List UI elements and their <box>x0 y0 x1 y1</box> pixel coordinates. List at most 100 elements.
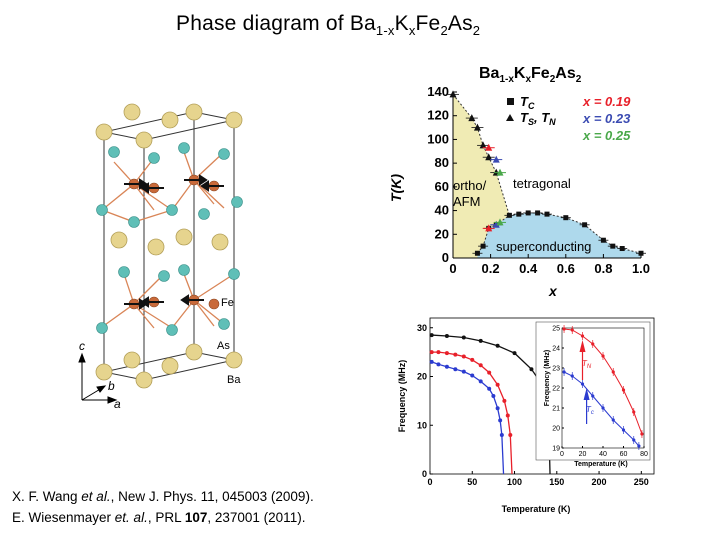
ts-tn-point <box>468 114 476 122</box>
frequency-y-tick-label: 20 <box>417 372 427 382</box>
inset-x-tick-label: 60 <box>620 451 628 458</box>
phase-x-tick-label: 0.6 <box>557 261 575 276</box>
frequency-ylabel: Frequency (MHz) <box>397 360 407 433</box>
inset-point <box>591 394 595 398</box>
phase-y-tick-label: 40 <box>435 203 449 218</box>
slide-title: Phase diagram of Ba1-xKxFe2As2 <box>176 12 481 39</box>
inset-point <box>601 406 605 410</box>
frequency-point <box>499 433 504 437</box>
inset-point <box>570 328 574 332</box>
frequency-point <box>461 354 466 359</box>
inset-point <box>562 370 566 374</box>
highlight-point <box>496 218 504 226</box>
frequency-x-tick-label: 50 <box>467 477 477 487</box>
frequency-point <box>470 357 475 362</box>
tc-arrowhead <box>583 388 590 400</box>
superconducting-region <box>477 212 641 258</box>
frequency-point <box>478 379 483 384</box>
inset-point <box>580 382 585 386</box>
frequency-point <box>529 367 534 372</box>
tc-point <box>516 211 522 217</box>
phase-data-marks <box>447 90 646 256</box>
highlight-point <box>496 168 504 176</box>
inset-x-tick-label: 40 <box>599 451 607 458</box>
tc-point <box>610 243 616 249</box>
tc-point <box>474 250 480 256</box>
inset-x-tick-label: 0 <box>560 451 564 458</box>
frequency-point <box>502 398 507 403</box>
inset-y-tick-label: 19 <box>552 446 560 453</box>
frequency-point <box>487 370 492 375</box>
frequency-point <box>453 367 458 372</box>
phase-y-tick-label: 140 <box>427 84 449 99</box>
frequency-point <box>429 333 434 338</box>
tc-point <box>544 211 550 217</box>
phase-xlabel: x <box>548 283 558 298</box>
phase-x-tick-label: 0 <box>449 261 456 276</box>
fe-label: Fe <box>221 297 234 309</box>
inset-point <box>611 418 615 422</box>
unit-cell-outline <box>103 111 235 381</box>
inset-point <box>640 432 644 436</box>
frequency-point <box>436 350 441 355</box>
legend-x025: x = 0.25 <box>582 128 631 143</box>
inset-x-tick-label: 20 <box>579 451 587 458</box>
ts-tn-point <box>485 153 493 161</box>
inset-point <box>632 410 636 414</box>
frequency-y-tick-label: 0 <box>422 469 427 479</box>
frequency-point <box>478 338 483 343</box>
references: X. F. Wang et al., New J. Phys. 11, 0450… <box>12 486 314 528</box>
legend-square-marker <box>507 98 514 105</box>
tc-point <box>619 246 625 252</box>
frequency-x-tick-label: 200 <box>592 477 607 487</box>
frequency-y-tick-label: 10 <box>417 420 427 430</box>
frequency-point <box>508 433 513 437</box>
region-superconducting-label: superconducting <box>496 239 591 254</box>
phase-y-tick-label: 120 <box>427 108 449 123</box>
inset-y-tick-label: 20 <box>552 426 560 433</box>
phase-y-tick-label: 60 <box>435 179 449 194</box>
frequency-point <box>487 386 492 391</box>
as-atoms <box>96 142 243 336</box>
legend-x019: x = 0.19 <box>582 94 631 109</box>
frequency-point <box>505 413 510 418</box>
frequency-point <box>444 334 449 339</box>
phase-diagram-chart: Ba1-xKxFe2As2 0 0.2 0.4 0.6 0.8 1.0 0 20 40 60 80 1… <box>388 65 650 298</box>
frequency-point <box>453 352 458 357</box>
phase-y-tick-label: 0 <box>442 250 449 265</box>
highlight-point <box>485 224 493 232</box>
frequency-xlabel: Temperature (K) <box>502 504 571 514</box>
legend-ts-tn: TS, TN <box>520 110 556 127</box>
inset-point <box>580 334 585 338</box>
as-label: As <box>217 340 230 352</box>
frequency-point <box>429 350 434 355</box>
axis-triad <box>78 352 118 404</box>
inset-y-tick-label: 23 <box>552 366 560 373</box>
inset-point <box>632 438 636 442</box>
frequency-fit-curve <box>431 334 551 475</box>
tc-point <box>480 243 486 249</box>
frequency-point <box>495 382 500 387</box>
phase-ylabel: T(K) <box>388 174 404 202</box>
afm-region <box>453 94 510 258</box>
phase-x-tick-label: 1.0 <box>632 261 650 276</box>
ts-tn-point <box>449 90 457 98</box>
phase-y-tick-label: 100 <box>427 131 449 146</box>
tc-point <box>506 212 512 218</box>
tc-point <box>535 210 541 216</box>
inset-tn-label: TN <box>582 359 592 370</box>
frequency-point <box>461 369 466 374</box>
inset-point <box>621 388 626 392</box>
frequency-point <box>512 351 517 356</box>
frequency-point <box>461 335 466 340</box>
region-ortho-label: ortho/ <box>453 178 487 193</box>
inset-point <box>591 342 595 346</box>
frequency-point <box>436 362 441 367</box>
reference-1: X. F. Wang et al., New J. Phys. 11, 0450… <box>12 489 314 504</box>
phase-y-tick-label: 80 <box>435 155 449 170</box>
region-tetragonal-label: tetragonal <box>513 176 571 191</box>
legend-triangle-marker <box>506 114 514 121</box>
frequency-point <box>495 343 500 348</box>
